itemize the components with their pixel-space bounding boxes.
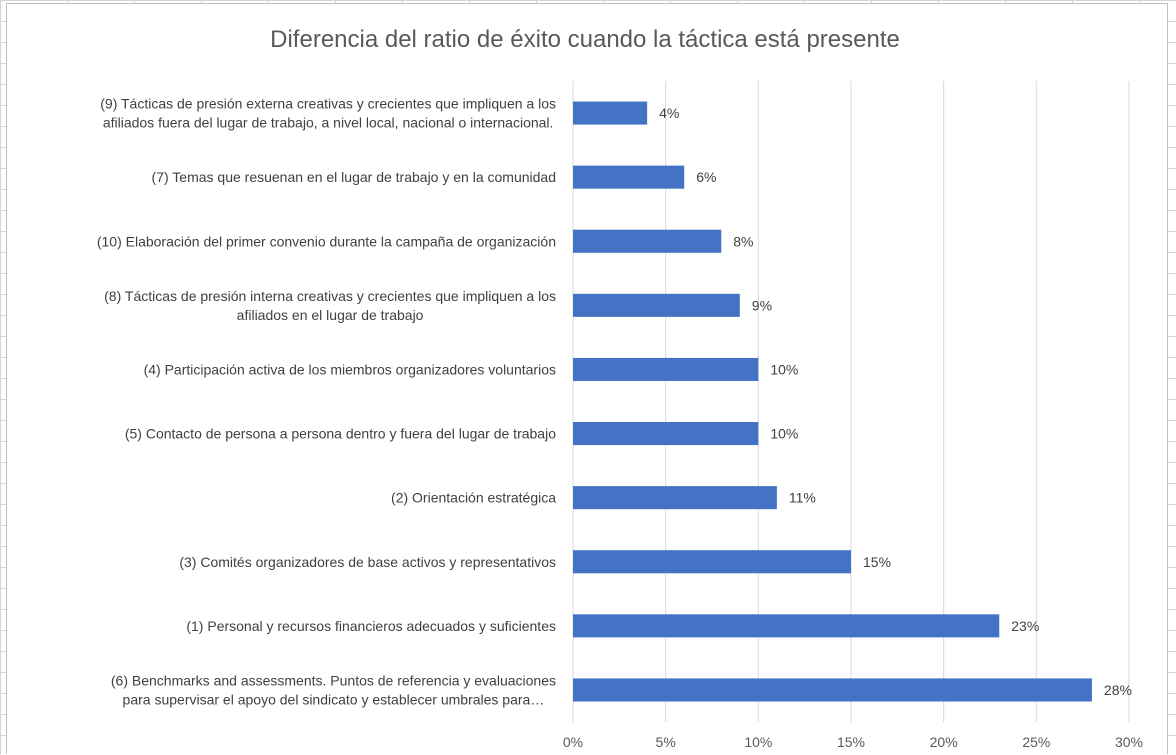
bar[interactable]: [573, 229, 722, 253]
bar[interactable]: [573, 293, 740, 317]
category-labels: (9) Tácticas de presión externa creativa…: [97, 96, 556, 708]
category-label: (1) Personal y recursos financieros adec…: [186, 618, 556, 634]
data-label: 4%: [659, 105, 679, 121]
category-label-line: (4) Participación activa de los miembros…: [144, 361, 556, 377]
bar[interactable]: [573, 357, 759, 381]
category-label-line: afiliados en el lugar de trabajo: [237, 307, 424, 323]
x-axis-tick-labels: 0% 5% 10% 15% 20% 25% 30%: [563, 734, 1143, 750]
bar[interactable]: [573, 614, 1000, 638]
chart-title: Diferencia del ratio de éxito cuando la …: [270, 26, 900, 53]
category-label: (10) Elaboración del primer convenio dur…: [97, 233, 556, 249]
category-label-line: (10) Elaboración del primer convenio dur…: [97, 233, 556, 249]
data-label: 11%: [789, 490, 816, 506]
category-label-line: (2) Orientación estratégica: [391, 490, 556, 506]
x-tick-label: 30%: [1115, 734, 1143, 750]
data-label: 15%: [863, 554, 891, 570]
bar[interactable]: [573, 678, 1092, 702]
data-label: 10%: [770, 426, 798, 442]
category-label-line: (3) Comités organizadores de base activo…: [179, 554, 556, 570]
data-label: 23%: [1011, 618, 1039, 634]
bar[interactable]: [573, 486, 777, 510]
chart-area[interactable]: Diferencia del ratio de éxito cuando la …: [6, 3, 1168, 754]
bar[interactable]: [573, 101, 648, 125]
category-label-line: (1) Personal y recursos financieros adec…: [186, 618, 556, 634]
category-label: (2) Orientación estratégica: [391, 490, 556, 506]
bar[interactable]: [573, 422, 759, 446]
category-label: (8) Tácticas de presión interna creativa…: [104, 288, 556, 323]
category-label: (6) Benchmarks and assessments. Puntos d…: [111, 672, 556, 707]
category-label: (5) Contacto de persona a persona dentro…: [125, 426, 556, 442]
data-label: 6%: [696, 169, 716, 185]
x-tick-label: 5%: [656, 734, 676, 750]
category-label-line: (8) Tácticas de presión interna creativa…: [104, 288, 556, 304]
category-label-line: afiliados fuera del lugar de trabajo, a …: [103, 115, 554, 131]
category-label-line: para supervisar el apoyo del sindicato y…: [123, 691, 545, 707]
category-label: (3) Comités organizadores de base activo…: [179, 554, 556, 570]
category-label-line: (5) Contacto de persona a persona dentro…: [125, 426, 556, 442]
data-labels: 4% 6% 8% 9% 10% 10% 11% 15% 23% 28%: [659, 105, 1132, 698]
category-label-line: (7) Temas que resuenan en el lugar de tr…: [152, 169, 556, 185]
x-tick-label: 10%: [744, 734, 772, 750]
bars: [573, 101, 1092, 702]
bar[interactable]: [573, 165, 685, 189]
x-tick-label: 0%: [563, 734, 583, 750]
data-label: 10%: [770, 361, 798, 377]
x-tick-label: 15%: [837, 734, 865, 750]
category-label: (7) Temas que resuenan en el lugar de tr…: [152, 169, 556, 185]
data-label: 9%: [752, 297, 772, 313]
x-tick-label: 20%: [930, 734, 958, 750]
category-label: (4) Participación activa de los miembros…: [144, 361, 556, 377]
data-label: 8%: [733, 233, 753, 249]
x-tick-label: 25%: [1022, 734, 1050, 750]
data-label: 28%: [1104, 682, 1132, 698]
bar-chart: Diferencia del ratio de éxito cuando la …: [97, 26, 1143, 750]
bar[interactable]: [573, 550, 851, 574]
category-label-line: (6) Benchmarks and assessments. Puntos d…: [111, 672, 556, 688]
category-label-line: (9) Tácticas de presión externa creativa…: [100, 96, 556, 112]
category-label: (9) Tácticas de presión externa creativa…: [100, 96, 556, 131]
